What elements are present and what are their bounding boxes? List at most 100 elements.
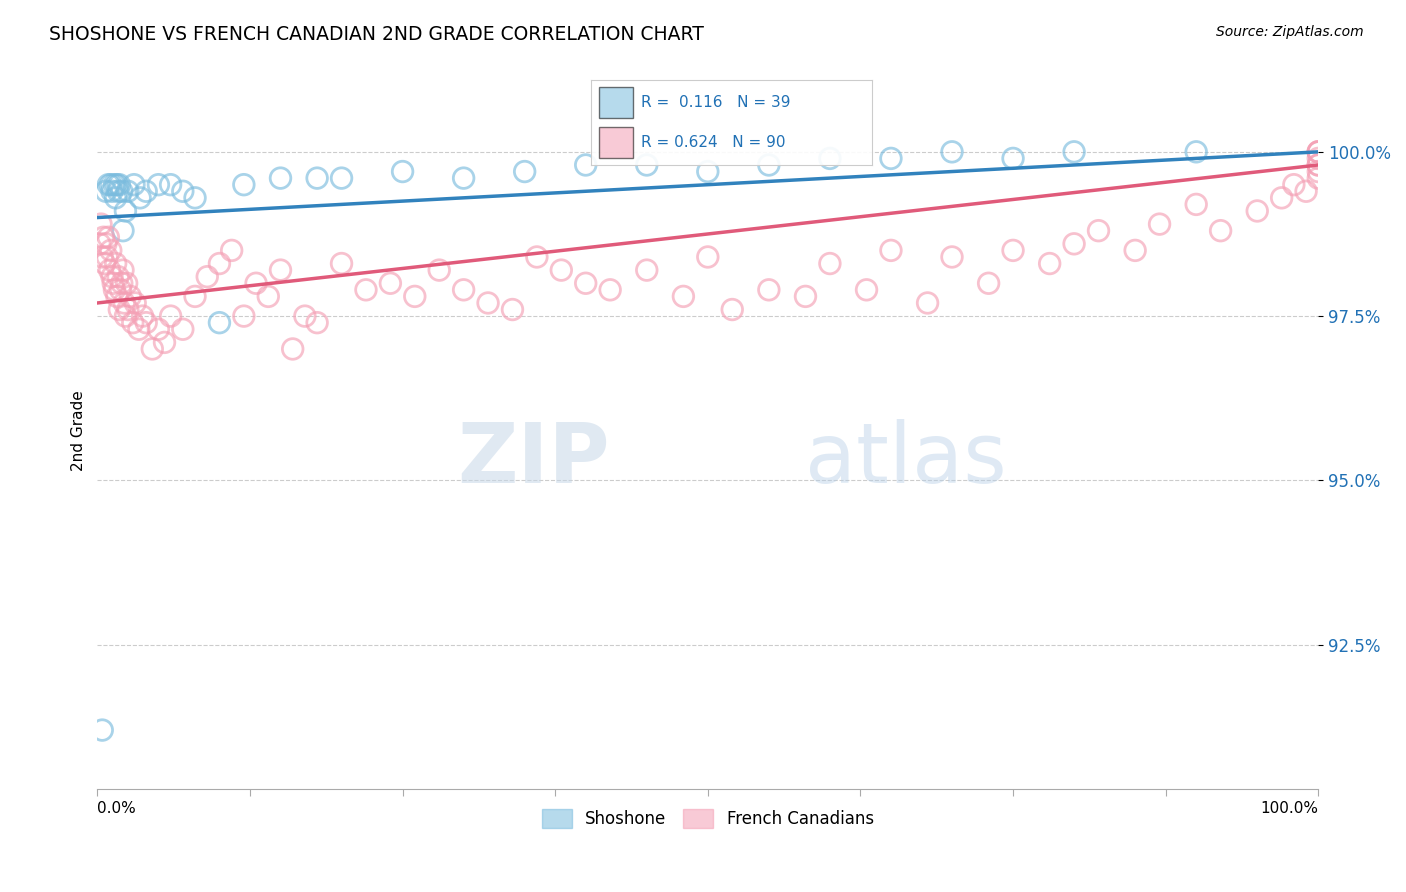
Point [208, 316, 231, 330]
Point [159, 178, 181, 192]
Point [91, 723, 114, 737]
Point [104, 191, 127, 205]
Point [103, 178, 125, 192]
Point [111, 224, 134, 238]
Point [758, 283, 780, 297]
Point [575, 158, 598, 172]
Point [93, 230, 115, 244]
Point [1063, 145, 1085, 159]
Text: atlas: atlas [806, 419, 1007, 500]
Point [636, 158, 658, 172]
Point [380, 277, 402, 291]
Point [221, 244, 243, 258]
Point [575, 277, 598, 291]
Point [1123, 244, 1146, 258]
Point [105, 178, 128, 192]
Point [1295, 184, 1317, 198]
Point [122, 178, 145, 192]
Point [1002, 152, 1025, 166]
Point [330, 256, 353, 270]
Point [855, 283, 877, 297]
Point [501, 302, 523, 317]
Point [124, 296, 146, 310]
Point [89, 236, 111, 251]
Point [103, 277, 125, 291]
Point [128, 322, 150, 336]
Point [245, 277, 267, 291]
Point [636, 263, 658, 277]
Point [195, 269, 218, 284]
Point [184, 289, 207, 303]
Point [148, 322, 170, 336]
Point [1308, 152, 1330, 166]
Point [172, 184, 194, 198]
Text: ZIP: ZIP [457, 419, 610, 500]
Point [513, 164, 536, 178]
Point [159, 309, 181, 323]
Point [232, 178, 254, 192]
Point [100, 178, 122, 192]
Point [391, 164, 413, 178]
Point [107, 184, 129, 198]
Point [1063, 236, 1085, 251]
Point [818, 256, 841, 270]
Point [307, 316, 329, 330]
Point [294, 309, 316, 323]
FancyBboxPatch shape [599, 87, 633, 119]
Point [114, 309, 136, 323]
Point [103, 283, 125, 297]
Point [281, 342, 304, 356]
Point [131, 309, 153, 323]
Point [794, 289, 817, 303]
Point [135, 184, 157, 198]
Point [98, 263, 121, 277]
Point [115, 277, 138, 291]
Point [141, 342, 163, 356]
Point [269, 263, 291, 277]
Point [121, 316, 143, 330]
Point [453, 171, 475, 186]
Point [526, 250, 548, 264]
Point [404, 289, 426, 303]
Point [117, 184, 139, 198]
Point [550, 263, 572, 277]
Point [101, 269, 124, 284]
Point [96, 250, 118, 264]
Point [97, 178, 120, 192]
Point [153, 335, 176, 350]
Point [330, 171, 353, 186]
Point [1308, 171, 1330, 186]
Y-axis label: 2nd Grade: 2nd Grade [72, 391, 86, 472]
Text: 0.0%: 0.0% [97, 801, 136, 816]
Point [941, 145, 963, 159]
Point [105, 289, 128, 303]
Point [135, 316, 157, 330]
Point [111, 277, 134, 291]
Point [111, 263, 134, 277]
Point [1149, 217, 1171, 231]
Point [94, 236, 117, 251]
Text: Source: ZipAtlas.com: Source: ZipAtlas.com [1216, 25, 1364, 39]
Point [477, 296, 499, 310]
Point [129, 191, 152, 205]
Point [104, 256, 127, 270]
Point [97, 230, 120, 244]
Point [91, 250, 114, 264]
Point [117, 302, 139, 317]
Legend: Shoshone, French Canadians: Shoshone, French Canadians [536, 802, 880, 835]
Point [453, 283, 475, 297]
Point [880, 152, 903, 166]
Point [108, 302, 131, 317]
Point [184, 191, 207, 205]
Point [232, 309, 254, 323]
Point [111, 184, 134, 198]
Text: SHOSHONE VS FRENCH CANADIAN 2ND GRADE CORRELATION CHART: SHOSHONE VS FRENCH CANADIAN 2ND GRADE CO… [49, 25, 704, 44]
Point [100, 244, 122, 258]
Point [941, 250, 963, 264]
Point [818, 152, 841, 166]
Point [1039, 256, 1062, 270]
Point [93, 256, 115, 270]
Point [148, 178, 170, 192]
Point [1308, 164, 1330, 178]
Point [880, 244, 903, 258]
